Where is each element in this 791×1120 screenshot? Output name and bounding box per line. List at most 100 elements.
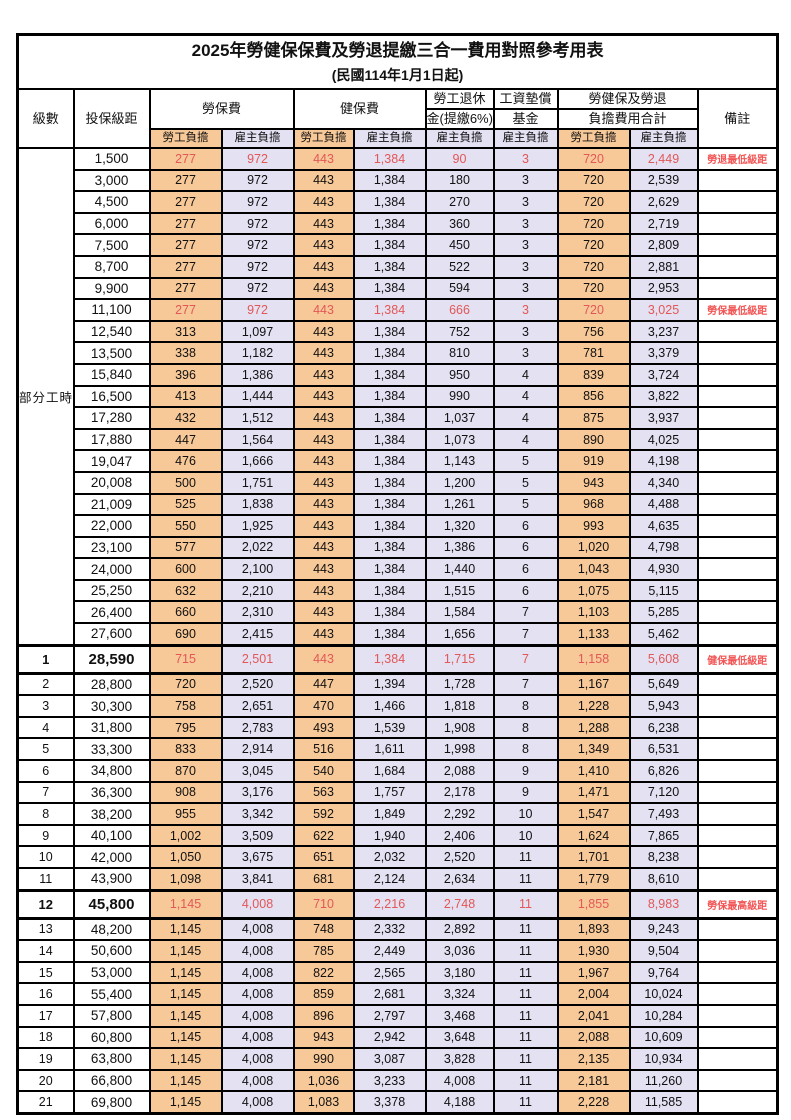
value-cell: 2,210 xyxy=(220,578,295,603)
value-cell: 7,120 xyxy=(628,780,699,805)
value-cell: 3,648 xyxy=(424,1025,495,1050)
value-cell: 1,940 xyxy=(352,823,427,848)
value-cell: 396 xyxy=(148,362,223,387)
value-cell: 2,449 xyxy=(352,939,427,963)
value-cell: 908 xyxy=(148,780,223,805)
level-cell: 18 xyxy=(16,1025,75,1050)
value-cell: 4 xyxy=(492,384,559,409)
value-cell: 1,967 xyxy=(556,960,631,985)
value-cell: 1,908 xyxy=(424,715,495,740)
note-cell xyxy=(696,557,779,581)
value-cell: 1,145 xyxy=(148,1003,223,1028)
value-cell: 3 xyxy=(492,147,559,171)
bracket-cell: 23,100 xyxy=(72,535,151,560)
value-cell: 11 xyxy=(492,1047,559,1071)
value-cell: 3,822 xyxy=(628,384,699,409)
value-cell: 1,073 xyxy=(424,427,495,452)
table-row: 15,840 396 1,386 443 1,384 950 4 839 3,724 xyxy=(18,362,779,387)
value-cell: 432 xyxy=(148,406,223,430)
note-cell: 勞保最低級距 xyxy=(696,298,779,322)
value-cell: 443 xyxy=(292,384,355,409)
note-cell xyxy=(696,384,779,409)
table-row: 7,500 277 972 443 1,384 450 3 720 2,809 xyxy=(18,233,779,257)
value-cell: 1,384 xyxy=(352,622,427,647)
value-cell: 1,547 xyxy=(556,802,631,826)
value-cell: 443 xyxy=(292,254,355,279)
value-cell: 447 xyxy=(292,672,355,697)
bracket-cell: 28,590 xyxy=(72,643,151,675)
value-cell: 1,384 xyxy=(352,449,427,473)
value-cell: 2,942 xyxy=(352,1025,427,1050)
table-row: 8,700 277 972 443 1,384 522 3 720 2,881 xyxy=(18,254,779,279)
bracket-cell: 13,500 xyxy=(72,341,151,365)
table-row: 12,540 313 1,097 443 1,384 752 3 756 3,237 xyxy=(18,319,779,344)
value-cell: 550 xyxy=(148,514,223,538)
value-cell: 4,008 xyxy=(220,939,295,963)
value-cell: 1,838 xyxy=(220,492,295,517)
value-cell: 1,779 xyxy=(556,866,631,892)
value-cell: 2,032 xyxy=(352,845,427,869)
value-cell: 2,292 xyxy=(424,802,495,826)
table-row: 13,500 338 1,182 443 1,384 810 3 781 3,379 xyxy=(18,341,779,365)
value-cell: 500 xyxy=(148,470,223,495)
bracket-cell: 15,840 xyxy=(72,362,151,387)
subheader-labor-employer: 雇主負擔 xyxy=(220,128,295,149)
value-cell: 277 xyxy=(148,298,223,322)
value-cell: 972 xyxy=(220,168,295,193)
bracket-cell: 66,800 xyxy=(72,1068,151,1093)
value-cell: 833 xyxy=(148,737,223,762)
note-cell: 健保最低級距 xyxy=(696,643,779,675)
note-cell xyxy=(696,449,779,473)
value-cell: 2,088 xyxy=(424,759,495,783)
value-cell: 10 xyxy=(492,802,559,826)
table-title-block: 2025年勞健保保費及勞退提繳三合一費用對照參考用表 (民國114年1月1日起) xyxy=(16,33,779,90)
value-cell: 3 xyxy=(492,298,559,322)
value-cell: 443 xyxy=(292,319,355,344)
value-cell: 1,384 xyxy=(352,362,427,387)
table-row: 25,250 632 2,210 443 1,384 1,515 6 1,075 5,115 xyxy=(18,578,779,603)
subheader-pension-employer: 雇主負擔 xyxy=(424,128,495,149)
bracket-cell: 17,880 xyxy=(72,427,151,452)
note-cell xyxy=(696,470,779,495)
value-cell: 9 xyxy=(492,780,559,805)
value-cell: 1,384 xyxy=(352,600,427,625)
col-header-total-line2: 負擔費用合計 xyxy=(556,108,699,130)
value-cell: 443 xyxy=(292,211,355,236)
value-cell: 1,158 xyxy=(556,643,631,675)
value-cell: 10,934 xyxy=(628,1047,699,1071)
value-cell: 1,386 xyxy=(220,362,295,387)
subheader-health-employer: 雇主負擔 xyxy=(352,128,427,149)
value-cell: 1,757 xyxy=(352,780,427,805)
value-cell: 1,133 xyxy=(556,622,631,647)
value-cell: 443 xyxy=(292,557,355,581)
value-cell: 450 xyxy=(424,233,495,257)
value-cell: 2,088 xyxy=(556,1025,631,1050)
bracket-cell: 27,600 xyxy=(72,622,151,647)
value-cell: 443 xyxy=(292,578,355,603)
value-cell: 1,384 xyxy=(352,319,427,344)
value-cell: 1,261 xyxy=(424,492,495,517)
value-cell: 1,998 xyxy=(424,737,495,762)
value-cell: 2,809 xyxy=(628,233,699,257)
bracket-cell: 60,800 xyxy=(72,1025,151,1050)
value-cell: 1,145 xyxy=(148,888,223,920)
value-cell: 7,493 xyxy=(628,802,699,826)
value-cell: 4,008 xyxy=(220,960,295,985)
note-cell xyxy=(696,211,779,236)
value-cell: 4,008 xyxy=(220,1025,295,1050)
value-cell: 1,466 xyxy=(352,694,427,718)
value-cell: 1,584 xyxy=(424,600,495,625)
value-cell: 4 xyxy=(492,362,559,387)
value-cell: 11 xyxy=(492,917,559,942)
value-cell: 752 xyxy=(424,319,495,344)
value-cell: 4,008 xyxy=(220,1068,295,1093)
value-cell: 2,228 xyxy=(556,1090,631,1115)
bracket-cell: 25,250 xyxy=(72,578,151,603)
value-cell: 7 xyxy=(492,672,559,697)
table-row: 23,100 577 2,022 443 1,384 1,386 6 1,020 4,798 xyxy=(18,535,779,560)
value-cell: 2,135 xyxy=(556,1047,631,1071)
value-cell: 3,036 xyxy=(424,939,495,963)
value-cell: 972 xyxy=(220,276,295,301)
value-cell: 11 xyxy=(492,960,559,985)
value-cell: 6,238 xyxy=(628,715,699,740)
